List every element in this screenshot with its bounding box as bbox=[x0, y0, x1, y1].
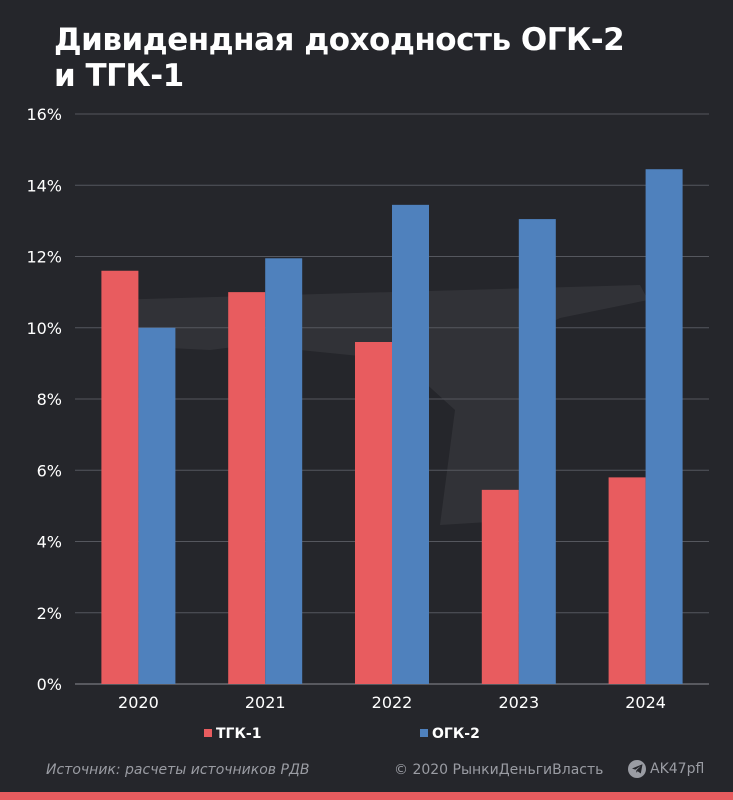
y-tick-label: 16% bbox=[26, 105, 62, 124]
y-tick-label: 12% bbox=[26, 248, 62, 267]
telegram-label: AK47pfl bbox=[650, 761, 705, 777]
legend-swatch bbox=[420, 729, 428, 737]
bar-ОГК-2-2021 bbox=[265, 258, 303, 684]
x-tick-label: 2020 bbox=[118, 693, 159, 712]
x-tick-label: 2024 bbox=[625, 693, 666, 712]
y-tick-label: 10% bbox=[26, 319, 62, 338]
y-tick-label: 0% bbox=[37, 675, 62, 694]
x-tick-label: 2023 bbox=[498, 693, 539, 712]
y-tick-label: 14% bbox=[26, 176, 62, 195]
legend-swatch bbox=[204, 729, 212, 737]
copyright-note: © 2020 РынкиДеньгиВласть bbox=[394, 762, 604, 778]
x-tick-label: 2021 bbox=[245, 693, 286, 712]
bar-ОГК-2-2020 bbox=[138, 327, 176, 684]
y-tick-label: 6% bbox=[37, 461, 62, 480]
y-tick-label: 8% bbox=[37, 390, 62, 409]
source-note: Источник: расчеты источников РДВ bbox=[46, 762, 310, 778]
bar-ТГК-1-2024 bbox=[608, 477, 646, 684]
telegram-icon bbox=[628, 760, 646, 778]
chart-title: Дивидендная доходность ОГК-2 и ТГК-1 bbox=[54, 22, 625, 94]
telegram-handle[interactable]: AK47pfl bbox=[628, 760, 704, 778]
bar-ТГК-1-2020 bbox=[101, 270, 139, 684]
y-tick-label: 4% bbox=[37, 533, 62, 552]
legend-label: ТГК-1 bbox=[216, 726, 261, 742]
bar-ОГК-2-2023 bbox=[518, 219, 556, 684]
bar-ТГК-1-2021 bbox=[228, 292, 266, 684]
x-tick-label: 2022 bbox=[372, 693, 413, 712]
bar-ТГК-1-2022 bbox=[355, 342, 392, 684]
bar-ОГК-2-2022 bbox=[392, 204, 429, 684]
bar-ОГК-2-2024 bbox=[645, 169, 683, 684]
y-tick-label: 2% bbox=[37, 604, 62, 623]
bottom-accent-bar bbox=[0, 792, 733, 800]
bar-ТГК-1-2023 bbox=[481, 489, 519, 684]
legend-label: ОГК-2 bbox=[432, 726, 480, 742]
